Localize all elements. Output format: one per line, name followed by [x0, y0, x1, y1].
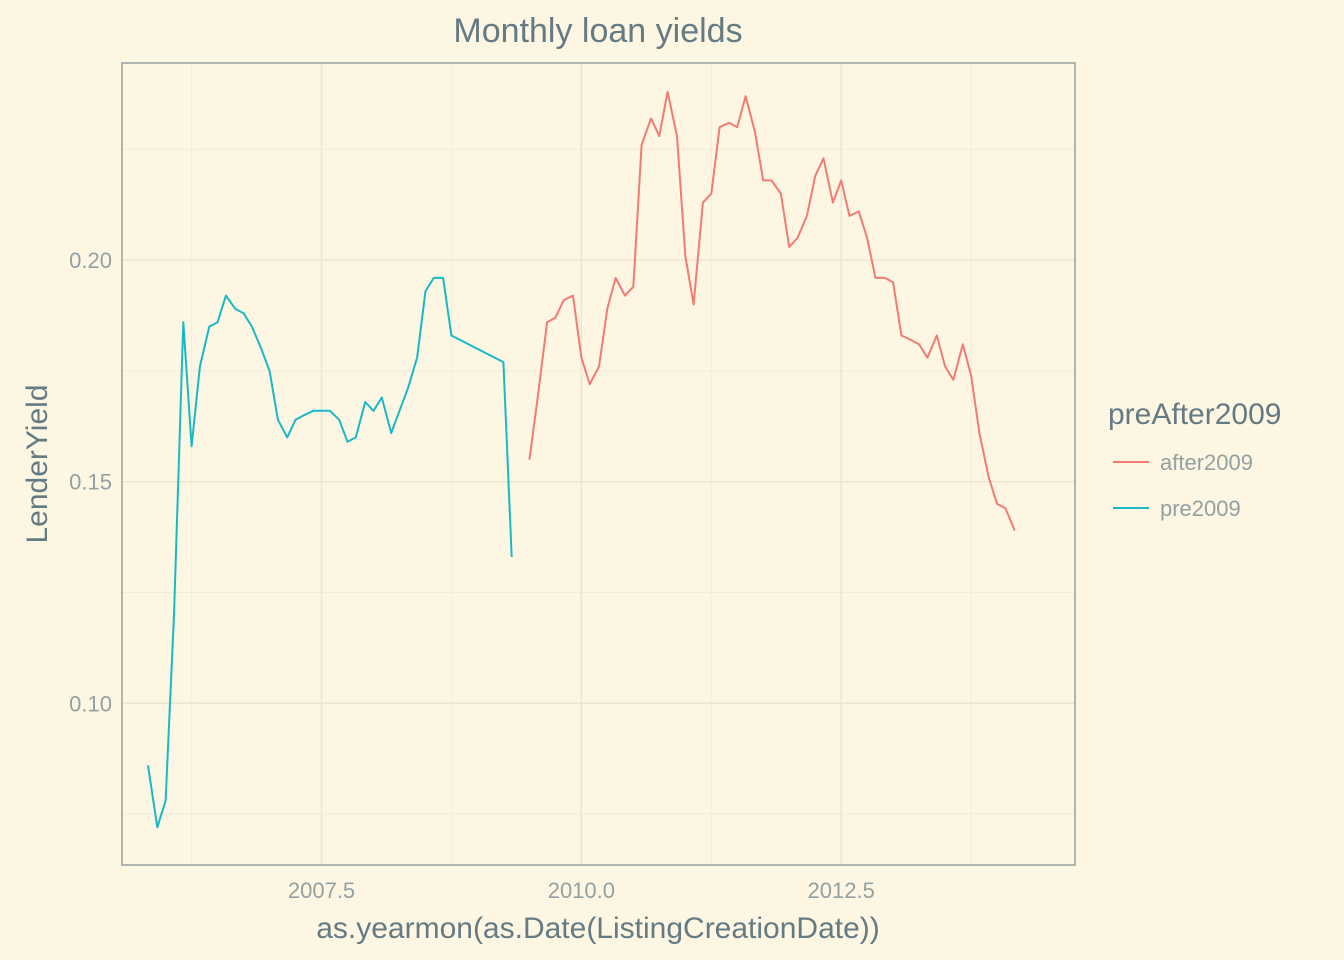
x-axis-ticks: 2007.5 2010.0 2012.5: [288, 878, 875, 903]
series-line-after2009: [528, 90, 1016, 531]
legend-items: after2009 pre2009: [1113, 450, 1253, 521]
legend-label-after2009: after2009: [1160, 450, 1253, 475]
y-tick-label: 0.10: [69, 691, 112, 716]
legend-title: preAfter2009: [1108, 398, 1281, 431]
grid-lines: [122, 63, 1075, 865]
chart-title: Monthly loan yields: [453, 12, 742, 50]
x-tick-label: 2010.0: [548, 878, 615, 903]
y-tick-label: 0.20: [69, 248, 112, 273]
y-axis-ticks: 0.10 0.15 0.20: [69, 248, 112, 716]
series-line-pre2009: [147, 276, 513, 829]
y-tick-label: 0.15: [69, 470, 112, 495]
x-axis-title: as.yearmon(as.Date(ListingCreationDate)): [316, 912, 880, 945]
legend: preAfter2009 after2009 pre2009: [1108, 398, 1281, 521]
panel-border: [121, 62, 1076, 866]
series-layer: [147, 90, 1016, 829]
y-axis-title: LenderYield: [21, 384, 54, 543]
x-tick-label: 2012.5: [808, 878, 875, 903]
x-tick-label: 2007.5: [288, 878, 355, 903]
legend-label-pre2009: pre2009: [1160, 496, 1241, 521]
panel-background: [122, 63, 1075, 865]
